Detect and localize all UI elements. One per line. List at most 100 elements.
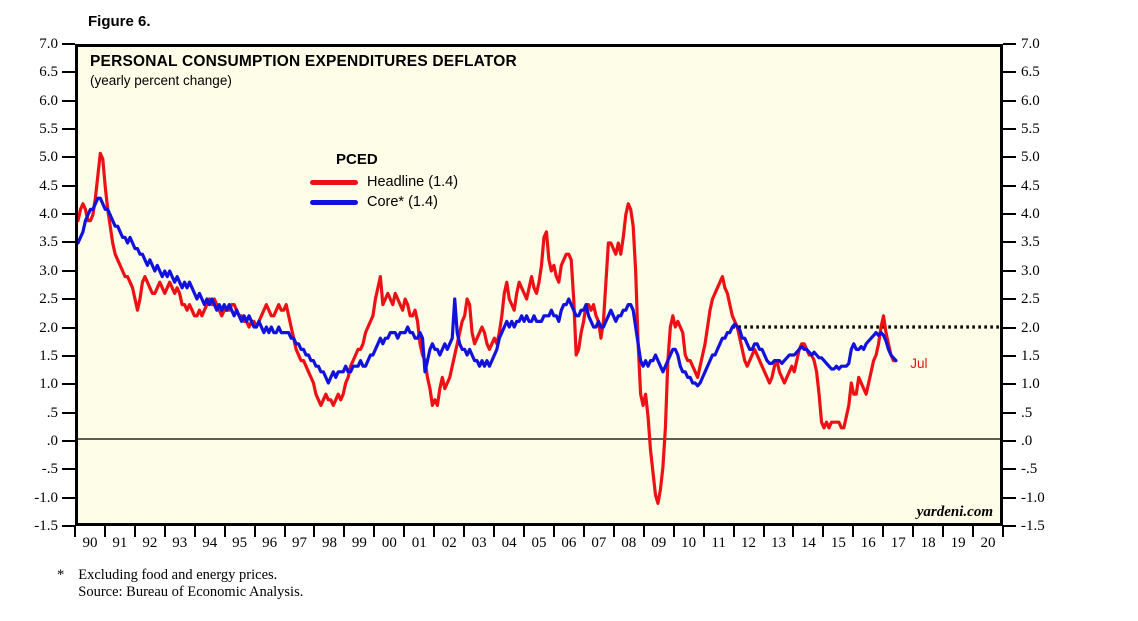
x-axis-tick xyxy=(642,526,645,537)
y-axis-tick-left xyxy=(62,298,75,301)
y-axis-tick-right xyxy=(1003,213,1016,216)
x-axis-tick xyxy=(74,526,76,537)
y-axis-tick-left xyxy=(62,99,75,102)
x-axis-tick xyxy=(582,526,585,537)
x-axis-tick xyxy=(403,526,406,537)
y-axis-label-right: -.5 xyxy=(1021,461,1038,478)
x-axis-year-label: 13 xyxy=(770,535,786,551)
x-axis-year-label: 12 xyxy=(741,535,757,551)
y-axis-label-left: 2.5 xyxy=(39,291,58,308)
watermark: yardeni.com xyxy=(916,504,993,520)
x-axis-year-label: 00 xyxy=(381,535,397,551)
x-axis-year-label: 91 xyxy=(112,535,128,551)
y-axis-tick-left xyxy=(62,468,75,471)
x-axis-tick xyxy=(253,526,256,537)
x-axis-year-label: 93 xyxy=(172,535,188,551)
y-axis-tick-right xyxy=(1003,326,1016,329)
y-axis-label-right: 3.0 xyxy=(1021,262,1040,279)
y-axis-label-right: -1.0 xyxy=(1021,489,1045,506)
y-axis-label-right: 6.0 xyxy=(1021,92,1040,109)
y-axis-tick-left xyxy=(62,383,75,386)
x-axis-year-label: 18 xyxy=(920,535,936,551)
legend: PCED Headline (1.4) Core* (1.4) xyxy=(310,151,458,212)
x-axis-tick xyxy=(672,526,675,537)
x-axis-tick xyxy=(283,526,286,537)
x-axis-year-label: 03 xyxy=(471,535,487,551)
x-axis-year-label: 06 xyxy=(561,535,577,551)
core-line-swatch xyxy=(310,199,358,205)
x-axis-year-label: 05 xyxy=(531,535,547,551)
y-axis-tick-left xyxy=(62,213,75,216)
y-axis-label-left: 3.0 xyxy=(39,262,58,279)
y-axis-label-left: 3.5 xyxy=(39,234,58,251)
y-axis-tick-right xyxy=(1003,269,1016,272)
x-axis-year-label: 19 xyxy=(950,535,966,551)
y-axis-label-right: .0 xyxy=(1021,432,1033,449)
y-axis-tick-right xyxy=(1003,383,1016,386)
legend-item-core: Core* (1.4) xyxy=(310,192,458,212)
y-axis-label-left: 1.5 xyxy=(39,347,58,364)
footnote-line-1: Excluding food and energy prices. xyxy=(78,567,278,583)
x-axis-year-label: 04 xyxy=(501,535,517,551)
y-axis-label-left: 6.0 xyxy=(39,92,58,109)
x-axis-tick xyxy=(762,526,765,537)
x-axis-year-label: 08 xyxy=(621,535,637,551)
x-axis-tick xyxy=(463,526,466,537)
y-axis-label-left: 4.5 xyxy=(39,177,58,194)
y-axis-label-right: 5.5 xyxy=(1021,121,1040,138)
y-axis-tick-left xyxy=(62,128,75,131)
y-axis-label-left: 7.0 xyxy=(39,36,58,52)
y-axis-tick-left xyxy=(62,156,75,159)
y-axis-label-left: -.5 xyxy=(41,461,58,478)
x-axis-year-label: 90 xyxy=(82,535,98,551)
x-axis-year-label: 97 xyxy=(292,535,308,551)
y-axis-tick-left xyxy=(62,439,75,442)
x-axis-year-label: 07 xyxy=(591,535,607,551)
chart-subtitle: (yearly percent change) xyxy=(90,73,232,88)
legend-label-headline: Headline (1.4) xyxy=(367,174,459,190)
y-axis-label-right: -1.5 xyxy=(1021,518,1045,534)
x-axis-year-label: 10 xyxy=(681,535,697,551)
y-axis-label-left: 4.0 xyxy=(39,206,58,223)
y-axis-tick-left xyxy=(62,496,75,499)
y-axis-label-right: 2.0 xyxy=(1021,319,1040,336)
y-axis-tick-right xyxy=(1003,468,1016,471)
footnote-line-2: Source: Bureau of Economic Analysis. xyxy=(78,584,304,600)
y-axis-tick-right xyxy=(1003,439,1016,442)
x-axis-year-label: 94 xyxy=(202,535,218,551)
x-axis-tick xyxy=(133,526,136,537)
y-axis-label-left: -1.5 xyxy=(34,518,58,534)
y-axis-tick-right xyxy=(1003,71,1016,74)
y-axis-tick-left xyxy=(62,184,75,187)
y-axis-tick-right xyxy=(1003,411,1016,414)
y-axis-tick-left xyxy=(62,525,75,527)
y-axis-tick-right xyxy=(1003,241,1016,244)
x-axis-tick xyxy=(193,526,196,537)
headline-series-line xyxy=(78,151,898,505)
x-axis-tick xyxy=(702,526,705,537)
x-axis-tick xyxy=(912,526,915,537)
y-axis-label-left: 5.5 xyxy=(39,121,58,138)
y-axis-label-left: .5 xyxy=(46,404,58,421)
core-series-line xyxy=(78,196,898,388)
x-axis-year-label: 14 xyxy=(800,535,816,551)
x-axis-tick xyxy=(1002,526,1004,537)
x-axis-year-label: 02 xyxy=(441,535,457,551)
x-axis-tick xyxy=(882,526,885,537)
x-axis-year-label: 09 xyxy=(651,535,667,551)
chart-plot-area: PERSONAL CONSUMPTION EXPENDITURES DEFLAT… xyxy=(75,44,1003,526)
y-axis-tick-left xyxy=(62,269,75,272)
y-axis-tick-left xyxy=(62,326,75,329)
y-axis-label-right: 2.5 xyxy=(1021,291,1040,308)
y-axis-label-right: .5 xyxy=(1021,404,1033,421)
x-axis-tick xyxy=(523,526,526,537)
y-axis-tick-right xyxy=(1003,525,1016,527)
chart-title: PERSONAL CONSUMPTION EXPENDITURES DEFLAT… xyxy=(90,53,517,70)
x-axis-tick xyxy=(163,526,166,537)
y-axis-tick-left xyxy=(62,411,75,414)
y-axis-label-left: -1.0 xyxy=(34,489,58,506)
x-axis-year-label: 95 xyxy=(232,535,248,551)
headline-line-swatch xyxy=(310,179,358,185)
x-axis-tick xyxy=(792,526,795,537)
